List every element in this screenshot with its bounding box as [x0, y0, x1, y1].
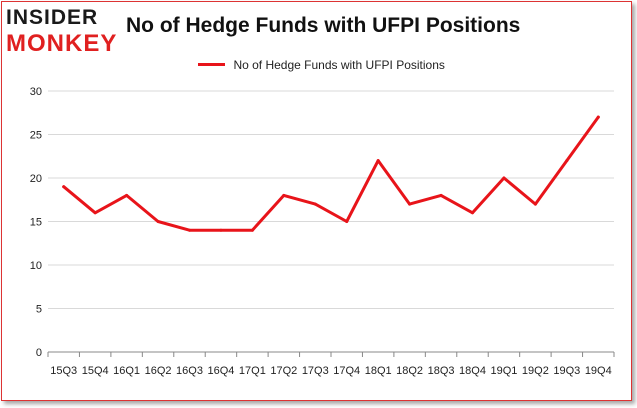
x-tick-label: 18Q3 [428, 365, 455, 377]
x-tick-label: 18Q4 [459, 365, 486, 377]
series-line [62, 115, 600, 232]
x-tick-label: 18Q1 [365, 365, 392, 377]
legend-label: No of Hedge Funds with UFPI Positions [233, 57, 445, 72]
insider-monkey-logo: INSIDER MONKEY [6, 6, 118, 57]
legend-swatch [198, 63, 225, 67]
x-tick-label: 17Q4 [333, 365, 360, 377]
x-tick-label: 17Q2 [270, 365, 297, 377]
data-point [219, 228, 223, 232]
data-point [125, 193, 129, 197]
data-point [533, 202, 537, 206]
x-tick-label: 19Q4 [585, 365, 612, 377]
data-point [156, 220, 160, 223]
data-point [250, 228, 254, 232]
y-tick-label: 30 [30, 86, 42, 98]
data-point [408, 202, 412, 206]
data-point [282, 193, 286, 197]
logo-word-insider: INSIDER [6, 6, 99, 29]
data-point [596, 115, 600, 119]
x-tick-label: 17Q1 [239, 365, 266, 377]
data-point [93, 211, 97, 215]
data-point [471, 211, 474, 215]
y-tick-label: 0 [36, 347, 42, 359]
data-point [345, 220, 349, 223]
data-point [313, 202, 317, 206]
y-tick-label: 20 [30, 173, 42, 185]
y-tick-label: 15 [30, 217, 42, 229]
x-tick-label: 19Q3 [553, 365, 580, 377]
x-tick-label: 18Q2 [396, 365, 423, 377]
x-tick-label: 16Q4 [207, 365, 234, 377]
chart-title: No of Hedge Funds with UFPI Positions [126, 14, 521, 37]
y-tick-label: 25 [30, 130, 42, 142]
logo-word-monkey: MONKEY [6, 30, 118, 57]
y-tick-label: 10 [30, 260, 42, 272]
x-tick-label: 16Q3 [176, 365, 203, 377]
data-point [62, 185, 66, 189]
data-point [565, 159, 569, 163]
y-tick-label: 5 [36, 304, 42, 316]
data-point [188, 228, 191, 232]
chart-legend: No of Hedge Funds with UFPI Positions [198, 56, 445, 72]
x-tick-label: 16Q2 [145, 365, 172, 377]
x-tick-label: 16Q1 [113, 365, 140, 377]
data-point [502, 176, 506, 180]
data-point [439, 193, 443, 197]
data-point [376, 159, 380, 163]
x-tick-label: 17Q3 [302, 365, 329, 377]
x-tick-label: 19Q1 [490, 365, 517, 377]
x-tick-label: 15Q3 [50, 365, 77, 377]
x-tick-label: 15Q4 [82, 365, 109, 377]
x-tick-label: 19Q2 [522, 365, 549, 377]
chart-frame [1, 1, 632, 401]
